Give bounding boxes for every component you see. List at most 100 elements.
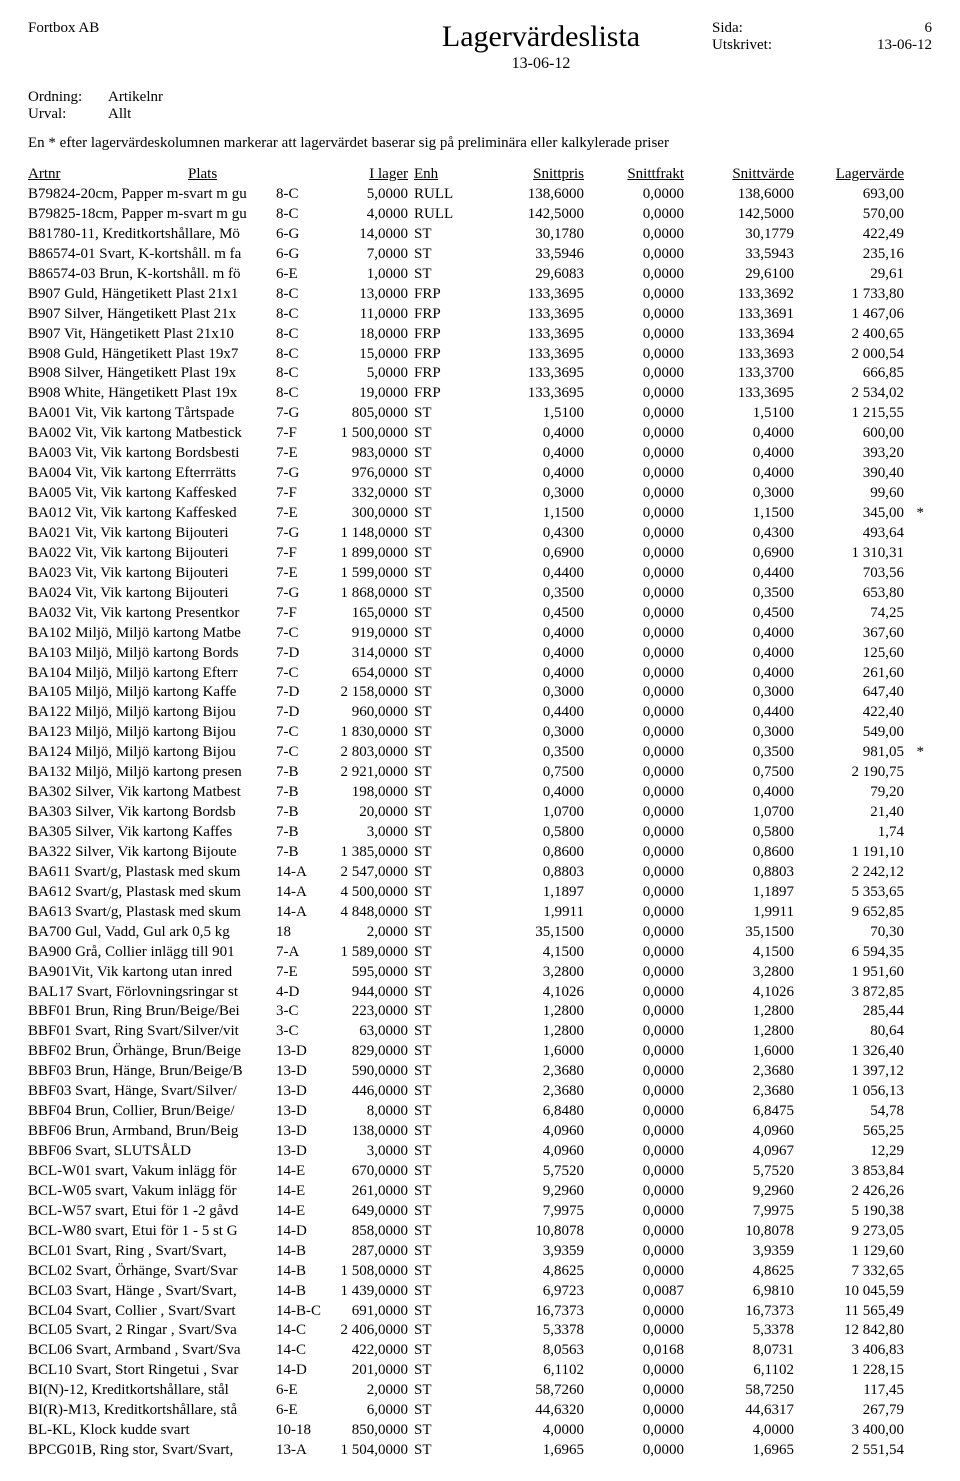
cell-lagervarde: 422,40 — [794, 703, 904, 723]
cell-desc: BI(R)-M13, Kreditkortshållare, stå — [28, 1401, 276, 1421]
cell-ilager: 14,0000 — [316, 225, 408, 245]
cell-star — [904, 205, 924, 225]
cell-snittfrakt: 0,0000 — [584, 424, 684, 444]
cell-snittvarde: 6,1102 — [684, 1361, 794, 1381]
cell-lagervarde: 21,40 — [794, 803, 904, 823]
cell-ilager: 4 500,0000 — [316, 883, 408, 903]
cell-desc: BCL04 Svart, Collier , Svart/Svart — [28, 1302, 276, 1322]
cell-lagervarde: 74,25 — [794, 604, 904, 624]
cell-desc: BAL17 Svart, Förlovningsringar st — [28, 983, 276, 1003]
cell-star — [904, 225, 924, 245]
col-snittfrakt: Snittfrakt — [584, 166, 684, 183]
cell-snittvarde: 133,3700 — [684, 364, 794, 384]
table-row: BA005 Vit, Vik kartong Kaffesked7-F332,0… — [28, 484, 932, 504]
table-row: B907 Vit, Hängetikett Plast 21x108-C18,0… — [28, 325, 932, 345]
cell-snittpris: 3,9359 — [474, 1242, 584, 1262]
cell-desc: BA001 Vit, Vik kartong Tårtspade — [28, 404, 276, 424]
cell-plats: 7-E — [276, 504, 316, 524]
cell-snittfrakt: 0,0000 — [584, 345, 684, 365]
cell-enh: FRP — [408, 305, 474, 325]
table-row: BA021 Vit, Vik kartong Bijouteri7-G1 148… — [28, 524, 932, 544]
cell-plats: 8-C — [276, 285, 316, 305]
cell-enh: ST — [408, 783, 474, 803]
cell-desc: BBF02 Brun, Örhänge, Brun/Beige — [28, 1042, 276, 1062]
cell-ilager: 422,0000 — [316, 1341, 408, 1361]
cell-plats: 7-G — [276, 464, 316, 484]
cell-lagervarde: 1 215,55 — [794, 404, 904, 424]
cell-ilager: 2 547,0000 — [316, 863, 408, 883]
cell-snittpris: 9,2960 — [474, 1182, 584, 1202]
cell-snittfrakt: 0,0000 — [584, 1302, 684, 1322]
table-row: B908 Silver, Hängetikett Plast 19x8-C5,0… — [28, 364, 932, 384]
cell-enh: ST — [408, 923, 474, 943]
table-row: BA305 Silver, Vik kartong Kaffes7-B3,000… — [28, 823, 932, 843]
cell-lagervarde: 1 326,40 — [794, 1042, 904, 1062]
cell-ilager: 138,0000 — [316, 1122, 408, 1142]
cell-desc: BBF04 Brun, Collier, Brun/Beige/ — [28, 1102, 276, 1122]
cell-enh: ST — [408, 1361, 474, 1381]
cell-star — [904, 1222, 924, 1242]
cell-snittpris: 2,3680 — [474, 1062, 584, 1082]
cell-desc: BA122 Miljö, Miljö kartong Bijou — [28, 703, 276, 723]
cell-desc: BCL-W57 svart, Etui för 1 -2 gåvd — [28, 1202, 276, 1222]
cell-star — [904, 604, 924, 624]
table-row: BA613 Svart/g, Plastask med skum14-A4 84… — [28, 903, 932, 923]
cell-lagervarde: 2 426,26 — [794, 1182, 904, 1202]
cell-desc: BBF01 Brun, Ring Brun/Beige/Bei — [28, 1002, 276, 1022]
cell-enh: RULL — [408, 205, 474, 225]
cell-snittpris: 29,6083 — [474, 265, 584, 285]
cell-ilager: 15,0000 — [316, 345, 408, 365]
cell-snittpris: 1,0700 — [474, 803, 584, 823]
cell-ilager: 2,0000 — [316, 1381, 408, 1401]
cell-ilager: 3,0000 — [316, 1142, 408, 1162]
cell-ilager: 1 830,0000 — [316, 723, 408, 743]
cell-snittpris: 1,1897 — [474, 883, 584, 903]
cell-snittvarde: 0,4500 — [684, 604, 794, 624]
cell-snittfrakt: 0,0000 — [584, 963, 684, 983]
cell-snittpris: 35,1500 — [474, 923, 584, 943]
cell-desc: BCL05 Svart, 2 Ringar , Svart/Sva — [28, 1321, 276, 1341]
cell-plats: 7-E — [276, 444, 316, 464]
cell-star — [904, 524, 924, 544]
cell-snittvarde: 3,2800 — [684, 963, 794, 983]
cell-ilager: 2 406,0000 — [316, 1321, 408, 1341]
cell-plats: 8-C — [276, 384, 316, 404]
cell-ilager: 960,0000 — [316, 703, 408, 723]
cell-snittvarde: 0,4300 — [684, 524, 794, 544]
cell-ilager: 691,0000 — [316, 1302, 408, 1322]
cell-ilager: 261,0000 — [316, 1182, 408, 1202]
cell-plats: 6-G — [276, 245, 316, 265]
cell-snittpris: 0,3500 — [474, 743, 584, 763]
cell-ilager: 20,0000 — [316, 803, 408, 823]
cell-lagervarde: 261,60 — [794, 664, 904, 684]
table-row: BA003 Vit, Vik kartong Bordsbesti7-E983,… — [28, 444, 932, 464]
cell-plats: 14-E — [276, 1182, 316, 1202]
cell-enh: ST — [408, 1282, 474, 1302]
cell-enh: FRP — [408, 364, 474, 384]
cell-snittfrakt: 0,0000 — [584, 504, 684, 524]
col-lagervarde: Lagervärde — [794, 166, 904, 183]
cell-ilager: 1 504,0000 — [316, 1441, 408, 1461]
cell-ilager: 1,0000 — [316, 265, 408, 285]
cell-plats: 13-D — [276, 1042, 316, 1062]
cell-snittpris: 133,3695 — [474, 285, 584, 305]
cell-desc: BA901Vit, Vik kartong utan inred — [28, 963, 276, 983]
cell-plats: 7-F — [276, 424, 316, 444]
cell-snittpris: 0,6900 — [474, 544, 584, 564]
table-row: BA023 Vit, Vik kartong Bijouteri7-E1 599… — [28, 564, 932, 584]
cell-snittfrakt: 0,0000 — [584, 464, 684, 484]
cell-ilager: 18,0000 — [316, 325, 408, 345]
cell-plats: 14-A — [276, 883, 316, 903]
cell-plats: 13-A — [276, 1441, 316, 1461]
cell-snittpris: 0,7500 — [474, 763, 584, 783]
cell-snittvarde: 0,3000 — [684, 723, 794, 743]
cell-snittpris: 30,1780 — [474, 225, 584, 245]
table-row: BCL06 Svart, Armband , Svart/Sva14-C422,… — [28, 1341, 932, 1361]
cell-desc: BA002 Vit, Vik kartong Matbestick — [28, 424, 276, 444]
cell-ilager: 332,0000 — [316, 484, 408, 504]
cell-desc: BA124 Miljö, Miljö kartong Bijou — [28, 743, 276, 763]
cell-plats: 7-B — [276, 783, 316, 803]
cell-ilager: 1 589,0000 — [316, 943, 408, 963]
cell-desc: B908 Silver, Hängetikett Plast 19x — [28, 364, 276, 384]
cell-star — [904, 325, 924, 345]
